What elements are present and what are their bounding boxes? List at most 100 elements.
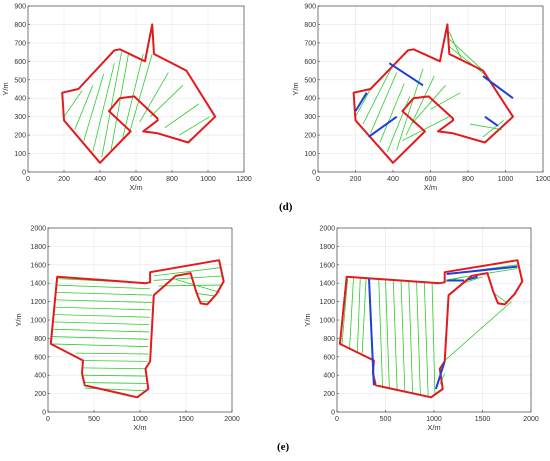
y-tick-label: 400 bbox=[34, 373, 46, 380]
x-tick-label: 800 bbox=[166, 176, 178, 183]
x-tick-label: 1000 bbox=[426, 416, 442, 423]
sweep-path-segment bbox=[430, 92, 461, 110]
sweep-path-segment bbox=[178, 116, 211, 136]
transfer-path-segment bbox=[482, 75, 514, 100]
area-boundary bbox=[49, 259, 225, 399]
y-tick-label: 2000 bbox=[319, 226, 335, 233]
sweep-path-segment bbox=[83, 74, 104, 141]
x-tick-label: 2000 bbox=[224, 416, 240, 423]
sweep-path-segment bbox=[392, 279, 398, 391]
figure-caption-e: (e) bbox=[277, 441, 290, 453]
x-tick-label: 200 bbox=[350, 176, 362, 183]
y-tick-label: 1200 bbox=[319, 299, 335, 306]
y-tick-label: 1000 bbox=[319, 318, 335, 325]
sweep-path-segment bbox=[362, 68, 392, 125]
sweep-path-segment bbox=[54, 299, 152, 303]
sweep-path-segment bbox=[110, 52, 130, 152]
sweep-path-segment bbox=[431, 283, 436, 395]
sweep-path-segment bbox=[449, 46, 487, 77]
y-tick-label: 500 bbox=[304, 77, 316, 84]
sweep-path-segment bbox=[370, 72, 398, 134]
y-tick-label: 800 bbox=[304, 22, 316, 29]
x-tick-label: 0 bbox=[26, 176, 30, 183]
figure-caption-d: (d) bbox=[279, 201, 293, 213]
sweep-path-segment bbox=[121, 53, 144, 143]
y-axis-label: Y/m bbox=[14, 313, 23, 326]
sweep-path-segment bbox=[402, 116, 450, 142]
sweep-path-segment bbox=[52, 321, 150, 325]
sweep-path-segment bbox=[139, 72, 169, 123]
x-tick-label: 200 bbox=[58, 176, 70, 183]
x-tick-label: 400 bbox=[387, 176, 399, 183]
y-tick-label: 100 bbox=[304, 151, 316, 158]
y-tick-label: 600 bbox=[14, 59, 26, 66]
y-tick-label: 600 bbox=[34, 354, 46, 361]
transfer-path-segment bbox=[467, 275, 478, 281]
sweep-path-segment bbox=[158, 284, 221, 287]
sweep-path-segment bbox=[443, 301, 512, 362]
sweep-path-segment bbox=[379, 83, 405, 143]
sweep-path-segment bbox=[378, 278, 383, 389]
y-tick-label: 400 bbox=[323, 373, 335, 380]
sweep-path-segment bbox=[416, 281, 421, 396]
x-tick-label: 1200 bbox=[535, 176, 550, 183]
sweep-path-segment bbox=[196, 292, 216, 297]
x-tick-label: 1000 bbox=[200, 176, 216, 183]
y-tick-label: 200 bbox=[323, 391, 335, 398]
y-tick-label: 800 bbox=[34, 336, 46, 343]
x-tick-label: 0 bbox=[335, 416, 339, 423]
y-tick-label: 400 bbox=[14, 96, 26, 103]
area-boundary bbox=[61, 23, 217, 164]
y-tick-label: 1000 bbox=[30, 318, 46, 325]
x-axis-label: X/m bbox=[427, 423, 440, 432]
y-tick-label: 700 bbox=[14, 40, 26, 47]
sweep-path-segment bbox=[411, 85, 446, 125]
y-axis-label: Y/m bbox=[303, 313, 312, 326]
sweep-path-segment bbox=[83, 382, 149, 384]
y-tick-label: 1400 bbox=[30, 281, 46, 288]
y-tick-label: 0 bbox=[312, 170, 316, 177]
y-tick-label: 900 bbox=[14, 4, 26, 11]
sweep-path-segment bbox=[150, 85, 184, 117]
sweep-path-segment bbox=[56, 284, 151, 290]
x-tick-label: 0 bbox=[316, 176, 320, 183]
transfer-path-segment bbox=[368, 115, 398, 138]
transfer-path-segment bbox=[354, 92, 368, 112]
panel-d-right: 0 200 400 600 800 1000 1200 0 100 200 300 400 500 600… bbox=[291, 4, 550, 193]
sweep-path-segment bbox=[164, 103, 200, 129]
y-tick-label: 900 bbox=[304, 4, 316, 11]
sweep-path-segment bbox=[385, 279, 390, 390]
transfer-path-segment bbox=[434, 361, 446, 390]
transfer-path-segment bbox=[368, 278, 375, 386]
y-tick-label: 400 bbox=[304, 96, 316, 103]
sweep-path-segment bbox=[53, 306, 152, 311]
panel-e-right: 0 500 1000 1500 2000 0 200 400 600 800 1000 1200 140… bbox=[303, 226, 539, 433]
x-tick-label: 800 bbox=[462, 176, 474, 183]
sweep-path-segment bbox=[82, 360, 148, 362]
sweep-path-segment bbox=[400, 280, 406, 393]
sweep-path-segment bbox=[448, 31, 463, 62]
x-tick-label: 500 bbox=[380, 416, 392, 423]
x-tick-label: 600 bbox=[130, 176, 142, 183]
sweep-path-segment bbox=[469, 123, 502, 130]
sweep-path-segment bbox=[175, 279, 221, 293]
y-axis-label: Y/m bbox=[1, 82, 10, 95]
x-tick-label: 2000 bbox=[523, 416, 539, 423]
sweep-path-segment bbox=[492, 292, 508, 304]
y-tick-label: 1200 bbox=[30, 299, 46, 306]
x-axis-label: X/m bbox=[129, 183, 142, 192]
sweep-path-segment bbox=[482, 120, 504, 138]
x-tick-label: 0 bbox=[46, 416, 50, 423]
y-tick-label: 1600 bbox=[30, 262, 46, 269]
sweep-path-segment bbox=[153, 267, 222, 277]
sweep-path-segment bbox=[405, 75, 435, 136]
sweep-path-segment bbox=[63, 90, 83, 117]
y-tick-label: 0 bbox=[42, 410, 46, 417]
sweep-path-segment bbox=[75, 352, 149, 355]
y-tick-label: 1800 bbox=[319, 244, 335, 251]
x-tick-label: 1000 bbox=[498, 176, 514, 183]
y-tick-label: 1600 bbox=[319, 262, 335, 269]
transfer-path-segment bbox=[388, 62, 424, 87]
x-tick-label: 400 bbox=[94, 176, 106, 183]
y-tick-label: 200 bbox=[34, 391, 46, 398]
